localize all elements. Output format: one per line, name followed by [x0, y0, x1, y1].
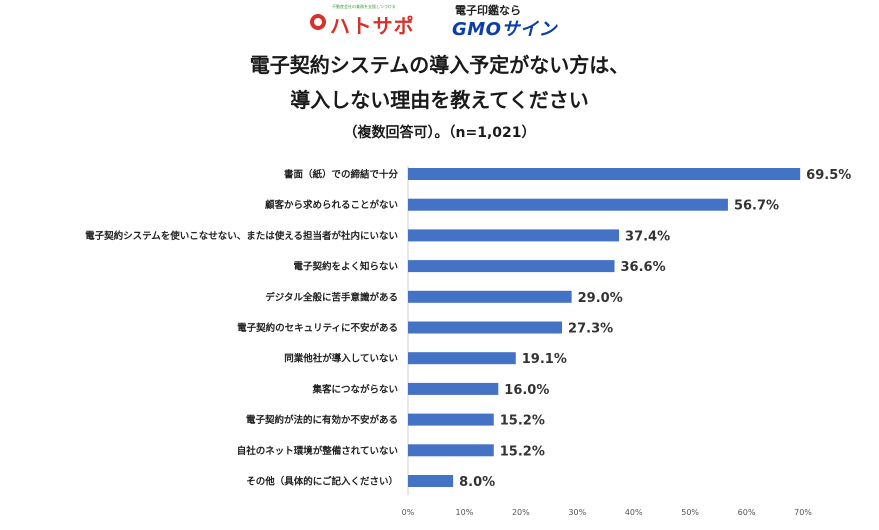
gmo-sign-logo: 電子印鑑なら GMOサイン: [452, 2, 592, 40]
bar: [408, 475, 454, 487]
x-tick-label: 40%: [625, 508, 643, 517]
bar: [408, 352, 516, 365]
x-tick-label: 60%: [738, 508, 756, 517]
x-tick-label: 10%: [456, 508, 474, 517]
category-label: 自社のネット環境が整備されていない: [237, 445, 398, 457]
bar: [408, 444, 494, 457]
x-tick-label: 0%: [402, 508, 415, 517]
bar: [408, 382, 499, 395]
value-label: 27.3%: [568, 322, 613, 337]
category-label: 電子契約のセキュリティに不安がある: [237, 322, 398, 334]
category-label: その他（具体的にご記入ください）: [246, 476, 398, 488]
bar: [408, 198, 728, 211]
value-label: 29.0%: [578, 291, 623, 306]
value-label: 36.6%: [621, 260, 666, 275]
x-tick-label: 20%: [512, 508, 530, 517]
x-tick-label: 30%: [568, 508, 586, 517]
hatosapo-wordmark: ハトサポ: [330, 14, 415, 38]
x-tick-label: 70%: [794, 508, 812, 517]
chart-subtitle: （複数回答可）。（n=1,021）: [343, 125, 536, 141]
value-label: 69.5%: [806, 168, 851, 183]
chart-title-line1: 電子契約システムの導入予定がない方は、: [249, 53, 630, 77]
bar: [408, 413, 494, 426]
value-label: 15.2%: [500, 444, 545, 459]
gmo-sign-tagline: 電子印鑑なら: [455, 4, 521, 17]
value-label: 15.2%: [500, 414, 545, 429]
bar: [408, 229, 620, 242]
category-label: 書面（紙）での締結で十分: [284, 169, 399, 181]
category-label: 顧客から求められることがない: [265, 199, 398, 211]
brand-header: 不動産会社の業務を支援しつづける ハトサポ 電子印鑑なら GMOサイン: [0, 0, 879, 40]
bar: [408, 290, 572, 303]
value-label: 19.1%: [522, 352, 567, 367]
hatosapo-tagline: 不動産会社の業務を支援しつづける: [332, 4, 396, 9]
category-label: デジタル全般に苦手意識がある: [265, 291, 398, 303]
category-label: 電子契約が法的に有効か不安がある: [246, 414, 398, 426]
x-tick-label: 50%: [681, 508, 699, 517]
category-label: 電子契約をよく知らない: [293, 261, 398, 273]
category-label: 同業他社が導入していない: [284, 353, 398, 365]
value-label: 16.0%: [504, 383, 549, 398]
value-label: 56.7%: [734, 199, 779, 214]
chart-title-line2: 導入しない理由を教えてください: [290, 88, 589, 112]
value-label: 37.4%: [625, 229, 670, 244]
category-label: 電子契約システムを使いこなせない、または使える担当者が社内にいない: [85, 230, 398, 242]
bar: [408, 321, 563, 334]
bar: [408, 260, 615, 273]
hatosapo-mark-icon: [310, 14, 326, 30]
category-label: 集客につながらない: [311, 383, 398, 395]
gmo-sign-wordmark: GMOサイン: [452, 19, 557, 40]
bar: [408, 168, 801, 180]
hatosapo-logo: 不動産会社の業務を支援しつづける ハトサポ: [310, 4, 440, 38]
value-label: 8.0%: [459, 475, 495, 490]
